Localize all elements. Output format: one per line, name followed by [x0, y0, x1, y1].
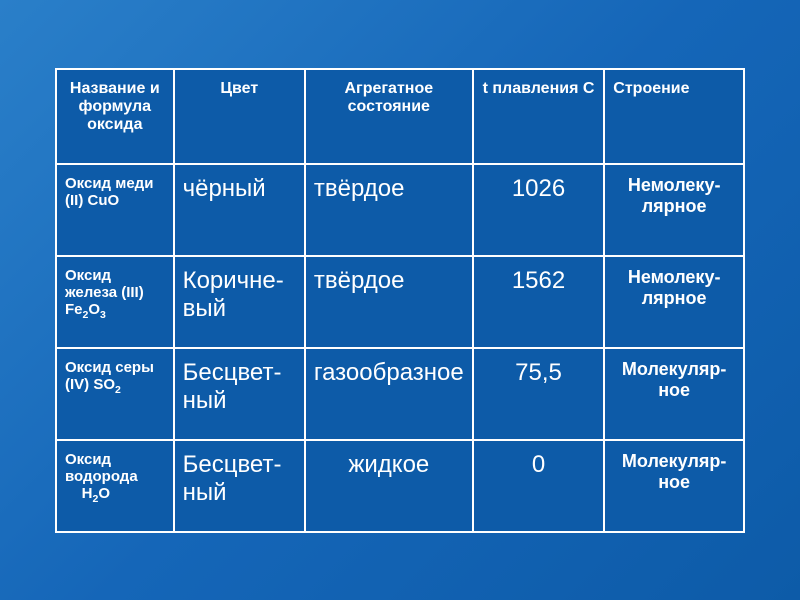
col-header-structure: Строение	[604, 69, 744, 164]
cell-tmelt: 1562	[473, 256, 605, 348]
cell-color: чёрный	[174, 164, 305, 256]
table-row: Оксид меди (II) CuO чёрный твёрдое 1026 …	[56, 164, 744, 256]
cell-tmelt: 1026	[473, 164, 605, 256]
cell-color: Бесцвет-ный	[174, 440, 305, 532]
cell-tmelt: 75,5	[473, 348, 605, 440]
cell-structure: Немолеку-лярное	[604, 164, 744, 256]
cell-structure: Молекуляр-ное	[604, 440, 744, 532]
cell-state: газообразное	[305, 348, 473, 440]
table-header-row: Название и формула оксида Цвет Агрегатно…	[56, 69, 744, 164]
cell-structure: Немолеку-лярное	[604, 256, 744, 348]
table-row: Оксид серы (IV) SO2 Бесцвет-ный газообра…	[56, 348, 744, 440]
col-header-name: Название и формула оксида	[56, 69, 174, 164]
cell-state: твёрдое	[305, 256, 473, 348]
cell-tmelt: 0	[473, 440, 605, 532]
cell-state: твёрдое	[305, 164, 473, 256]
oxides-table: Название и формула оксида Цвет Агрегатно…	[55, 68, 745, 533]
cell-color: Коричне-вый	[174, 256, 305, 348]
cell-color: Бесцвет-ный	[174, 348, 305, 440]
cell-name: Оксид меди (II) CuO	[56, 164, 174, 256]
col-header-color: Цвет	[174, 69, 305, 164]
cell-state: жидкое	[305, 440, 473, 532]
col-header-state: Агрегатное состояние	[305, 69, 473, 164]
col-header-tmelt: t плавления С	[473, 69, 605, 164]
cell-name: Оксид серы (IV) SO2	[56, 348, 174, 440]
table-row: Оксид водорода H2O Бесцвет-ный жидкое 0 …	[56, 440, 744, 532]
cell-structure: Молекуляр-ное	[604, 348, 744, 440]
cell-name: Оксид железа (III) Fe2O3	[56, 256, 174, 348]
table-row: Оксид железа (III) Fe2O3 Коричне-вый твё…	[56, 256, 744, 348]
cell-name: Оксид водорода H2O	[56, 440, 174, 532]
